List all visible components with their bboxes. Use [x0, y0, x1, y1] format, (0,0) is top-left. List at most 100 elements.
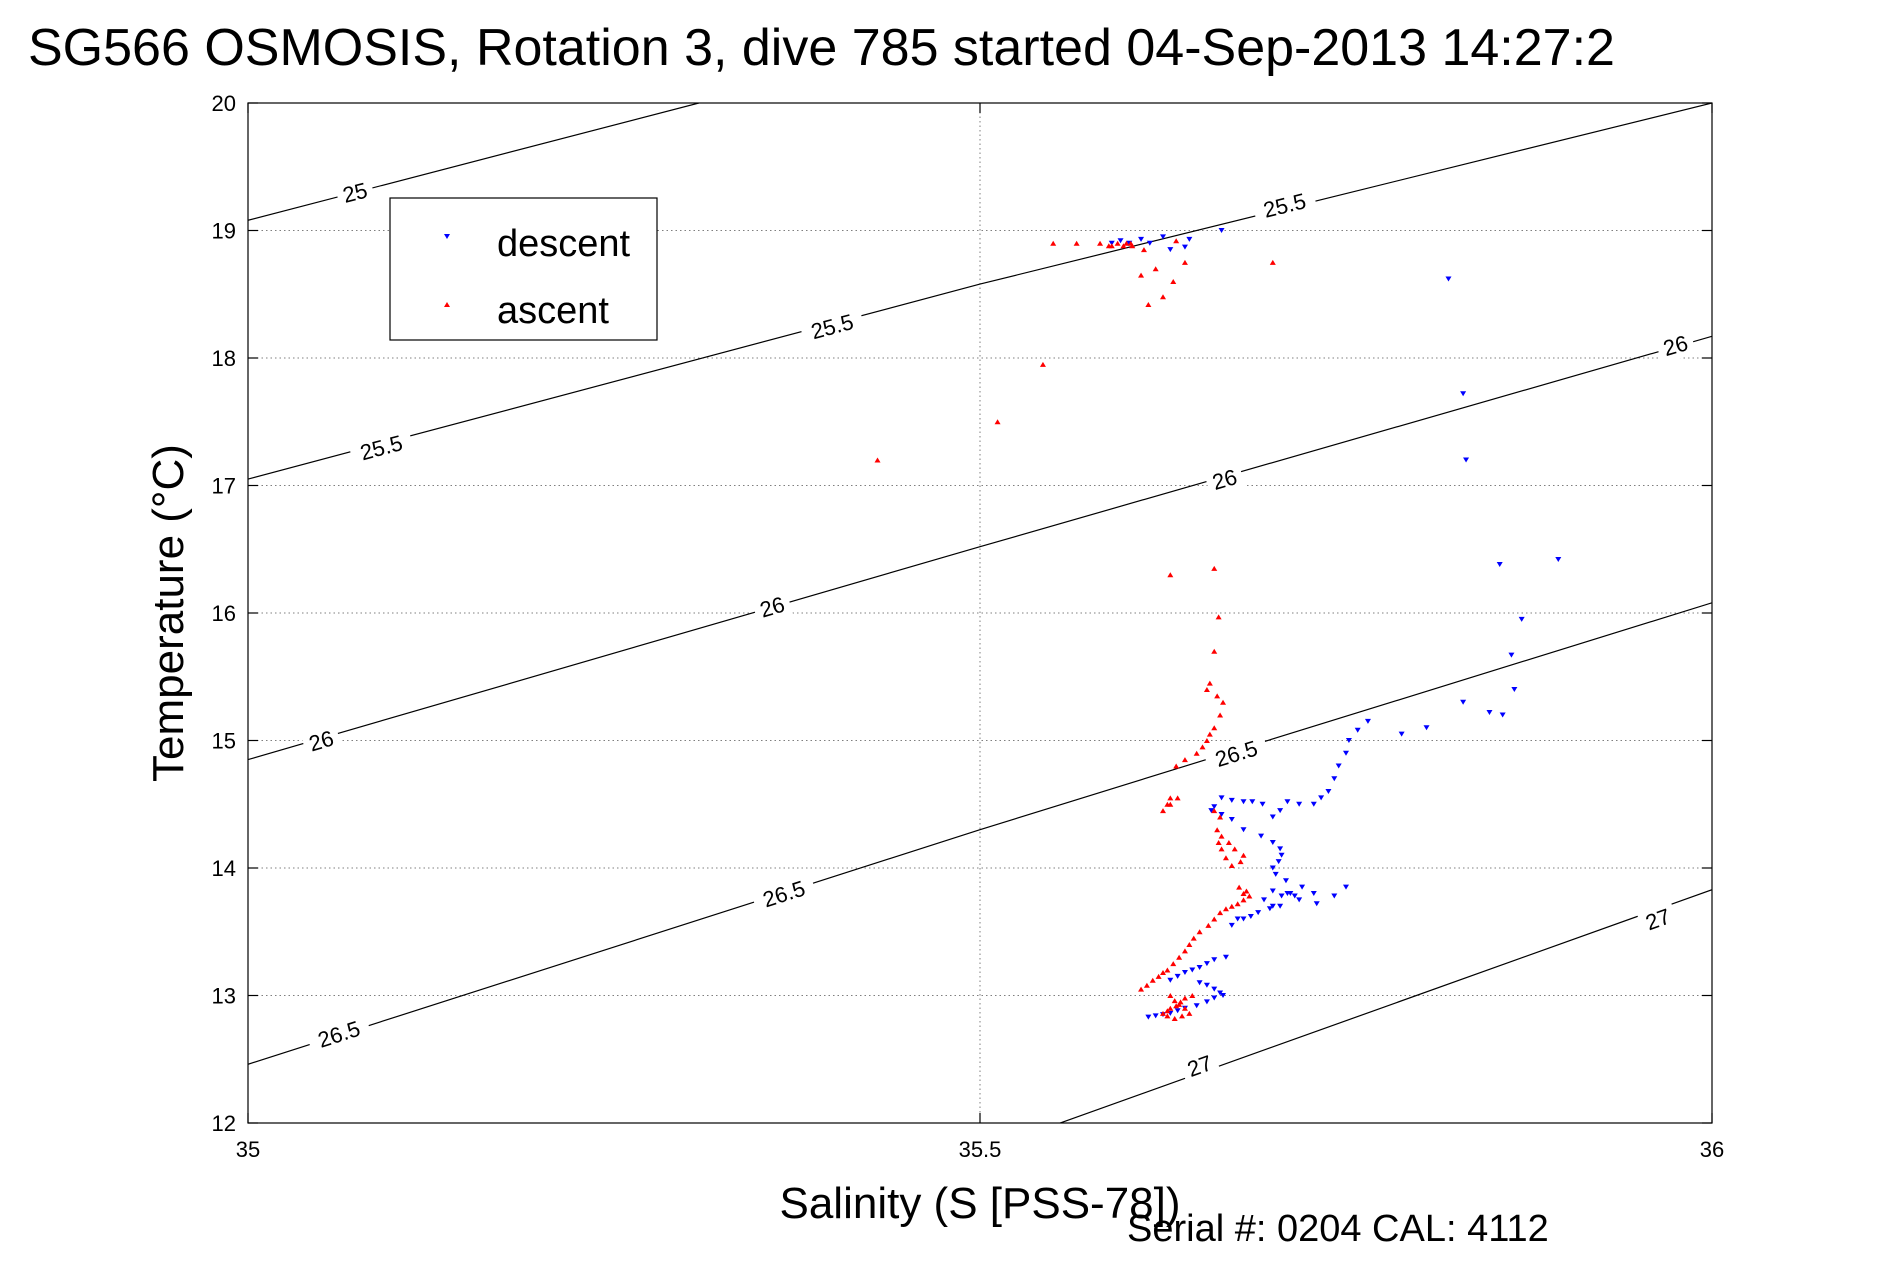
descent-point	[1108, 240, 1115, 246]
descent-point	[1463, 457, 1470, 463]
contour-label-26: 26	[300, 722, 343, 759]
y-tick-label: 20	[212, 91, 236, 116]
descent-point	[1486, 709, 1493, 715]
descent-point	[1499, 712, 1506, 718]
ascent-point	[1240, 897, 1247, 903]
descent-point	[1167, 977, 1174, 983]
descent-point	[1146, 240, 1153, 246]
ascent-point	[1211, 808, 1218, 814]
legend-marker-ascent	[444, 302, 450, 307]
descent-point	[1211, 986, 1218, 992]
descent-point	[1277, 846, 1284, 852]
ascent-point	[1237, 859, 1244, 865]
ascent-point	[1181, 757, 1188, 763]
y-tick-label: 18	[212, 346, 236, 371]
descent-point	[1287, 891, 1294, 896]
ascent-point	[1167, 1005, 1174, 1011]
descent-point	[1228, 922, 1235, 928]
contour-line-27	[1058, 889, 1712, 1123]
contour-label-gap	[750, 870, 818, 917]
contour-line-26.5	[248, 602, 1712, 1065]
descent-point	[1255, 910, 1262, 916]
descent-point	[1511, 687, 1518, 692]
descent-point	[1269, 888, 1276, 894]
ascent-point	[1203, 687, 1210, 692]
contour-label-26: 26	[1654, 326, 1697, 364]
descent-point	[1249, 799, 1256, 805]
contour-label-gap	[305, 1011, 373, 1057]
descent-point	[1277, 903, 1284, 909]
descent-point	[1460, 391, 1467, 397]
ascent-point	[874, 457, 881, 463]
ascent-point	[1206, 731, 1213, 737]
contour-label-27: 27	[1177, 1046, 1222, 1085]
descent-point	[1258, 833, 1265, 839]
ascent-point	[1269, 259, 1276, 265]
ascent-point	[1114, 240, 1121, 246]
ascent-point	[1164, 1013, 1171, 1019]
ascent-point	[1167, 795, 1174, 801]
contour-label-gap	[347, 425, 415, 469]
ascent-point	[1190, 935, 1197, 941]
ascent-point	[1155, 973, 1162, 979]
contour-label-gap	[798, 304, 866, 348]
ascent-point	[1174, 795, 1181, 801]
descent-point	[1325, 789, 1332, 794]
ascent-point	[1181, 1005, 1188, 1011]
ascent-point	[994, 419, 1001, 425]
descent-point	[1174, 973, 1181, 979]
ascent-point	[1123, 240, 1130, 246]
ascent-point	[1217, 910, 1224, 916]
y-tick-label: 16	[212, 601, 236, 626]
ascent-point	[1186, 1010, 1193, 1016]
y-tick-label: 13	[212, 984, 236, 1009]
descent-point	[1269, 903, 1276, 909]
legend-label-ascent: ascent	[497, 290, 609, 332]
descent-point	[1203, 999, 1210, 1005]
ascent-point	[1050, 240, 1057, 246]
ascent-point	[1215, 614, 1222, 620]
contour-label-gap	[300, 722, 343, 759]
ascent-point	[1215, 840, 1222, 845]
ascent-point	[1167, 801, 1174, 807]
descent-point	[1203, 961, 1210, 967]
descent-point	[1269, 814, 1276, 820]
ascent-point	[1240, 891, 1247, 896]
descent-point	[1496, 562, 1503, 568]
data-points	[874, 228, 1562, 1021]
descent-point	[1189, 967, 1196, 973]
ascent-point	[1108, 243, 1115, 249]
descent-point	[1343, 884, 1349, 890]
descent-point	[1181, 970, 1188, 976]
ascent-point	[1164, 1008, 1171, 1014]
ascent-point	[1097, 240, 1104, 246]
contour-label-gap	[1654, 326, 1697, 364]
ascent-point	[1228, 903, 1235, 909]
ascent-point	[1167, 572, 1174, 578]
ascent-point	[1143, 982, 1150, 988]
contour-line-26	[248, 335, 1712, 761]
y-tick-label: 12	[212, 1111, 236, 1136]
ascent-point	[1222, 906, 1229, 912]
descent-point	[1269, 865, 1276, 871]
y-tick-label: 19	[212, 219, 236, 244]
ascent-point	[1171, 998, 1178, 1004]
x-tick-label: 36	[1700, 1137, 1724, 1162]
descent-point	[1423, 725, 1430, 731]
contour-label-gap	[1251, 183, 1318, 227]
ascent-point	[1138, 986, 1145, 992]
ascent-point	[1176, 1001, 1183, 1007]
descent-point	[1318, 795, 1325, 801]
ascent-point	[1173, 238, 1180, 244]
legend: descent ascent	[389, 197, 658, 341]
ascent-point	[1199, 744, 1206, 750]
ascent-point	[1243, 888, 1250, 894]
descent-point	[1211, 995, 1218, 1001]
descent-point	[1240, 799, 1247, 805]
y-axis-label: Temperature (°C)	[144, 444, 193, 782]
ascent-point	[1160, 294, 1166, 300]
descent-point	[1138, 236, 1145, 242]
x-tick-label: 35.5	[959, 1137, 1002, 1162]
ascent-point	[1160, 1010, 1166, 1016]
contour-label-text: 25	[340, 178, 370, 208]
